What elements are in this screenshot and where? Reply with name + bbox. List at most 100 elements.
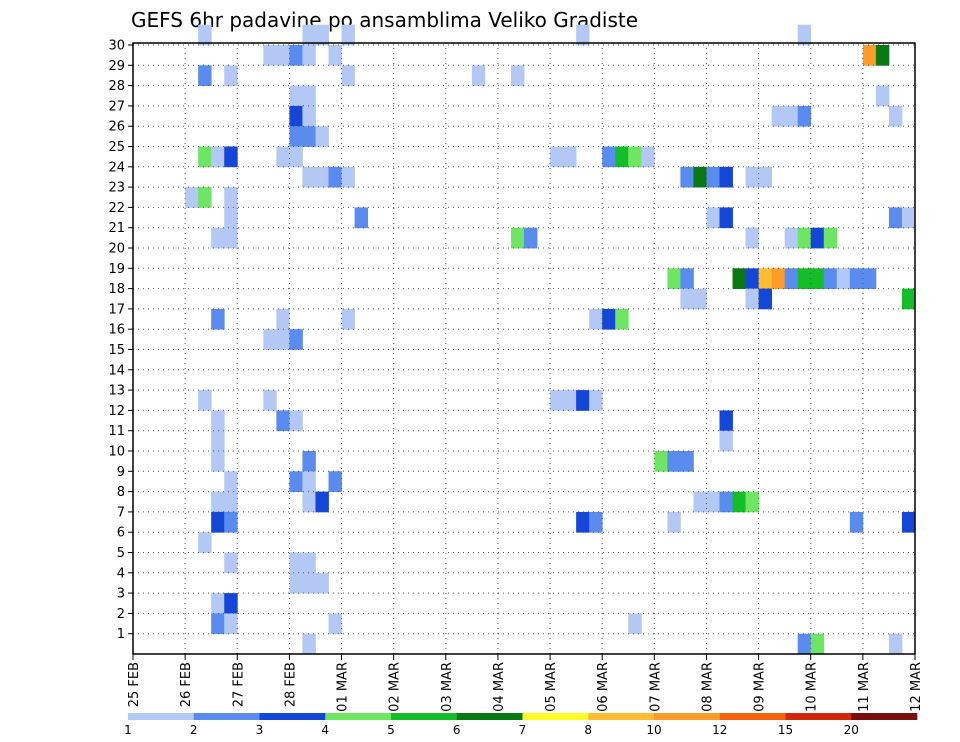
heatmap-cell bbox=[224, 552, 238, 574]
heatmap-cell bbox=[289, 146, 303, 168]
heatmap-cell bbox=[289, 552, 303, 574]
heatmap-cell bbox=[550, 146, 564, 168]
heatmap-cell bbox=[510, 65, 525, 86]
heatmap-cell bbox=[224, 613, 238, 635]
plot-frame bbox=[132, 42, 916, 655]
heatmap-cell bbox=[315, 491, 329, 513]
heatmap-cell bbox=[224, 511, 238, 533]
y-tick-label: 3 bbox=[117, 587, 125, 602]
heatmap-cell bbox=[615, 308, 629, 330]
heatmap-cell bbox=[341, 24, 355, 46]
heatmap-cell bbox=[797, 105, 812, 127]
heatmap-cell bbox=[888, 633, 903, 655]
heatmap-cell bbox=[758, 268, 773, 289]
y-tick-label: 27 bbox=[108, 99, 125, 114]
y-tick-label: 17 bbox=[108, 302, 125, 317]
x-tick-label: 06 MAR bbox=[596, 662, 611, 712]
heatmap-cell bbox=[550, 390, 564, 411]
y-tick-label: 28 bbox=[108, 79, 125, 94]
heatmap-cell bbox=[875, 85, 890, 107]
heatmap-cell bbox=[758, 166, 773, 188]
heatmap-cell bbox=[211, 613, 225, 635]
y-tick-label: 12 bbox=[108, 404, 125, 419]
heatmap-cell bbox=[328, 166, 342, 188]
y-tick-label: 8 bbox=[117, 485, 125, 500]
heatmap-cell bbox=[315, 166, 329, 188]
colorbar-segment bbox=[588, 713, 655, 720]
heatmap-cell bbox=[875, 45, 890, 66]
heatmap-cell bbox=[667, 268, 681, 289]
heatmap-cell bbox=[745, 268, 759, 289]
colorbar-segment bbox=[851, 713, 918, 720]
heatmap-cell bbox=[315, 572, 329, 594]
heatmap-cell bbox=[198, 24, 212, 46]
heatmap-cell bbox=[471, 65, 486, 86]
heatmap-cell bbox=[745, 288, 759, 310]
heatmap-cell bbox=[524, 227, 538, 249]
heatmap-cell bbox=[628, 146, 642, 168]
heatmap-cell bbox=[706, 166, 720, 188]
heatmap-cell bbox=[810, 633, 825, 655]
y-tick-label: 5 bbox=[117, 546, 125, 561]
heatmap-cell bbox=[198, 532, 212, 553]
colorbar-label: 5 bbox=[387, 723, 395, 737]
heatmap-cell bbox=[758, 288, 773, 310]
colorbar-segment bbox=[391, 713, 458, 720]
heatmap-cell bbox=[211, 491, 225, 513]
y-tick-label: 1 bbox=[117, 627, 125, 642]
heatmap-cell bbox=[263, 45, 277, 66]
y-tick-label: 7 bbox=[117, 505, 125, 520]
heatmap-cell bbox=[211, 410, 225, 432]
heatmap-cell bbox=[797, 24, 812, 46]
heatmap-cell bbox=[745, 491, 759, 513]
y-tick-label: 11 bbox=[108, 424, 125, 439]
x-tick-label: 04 MAR bbox=[492, 662, 507, 712]
colorbar-segment bbox=[522, 713, 589, 720]
heatmap-cell bbox=[224, 471, 238, 492]
y-tick-label: 9 bbox=[117, 465, 125, 480]
heatmap-cell bbox=[276, 146, 290, 168]
heatmap-cell bbox=[302, 572, 316, 594]
colorbar-segment bbox=[193, 713, 260, 720]
heatmap-cell bbox=[589, 390, 603, 411]
heatmap-cell bbox=[302, 166, 316, 188]
heatmap-cell bbox=[719, 430, 733, 452]
heatmap-cell bbox=[849, 511, 864, 533]
colorbar-label: 20 bbox=[844, 723, 859, 737]
y-tick-label: 30 bbox=[108, 39, 125, 54]
heatmap-cell bbox=[771, 268, 786, 289]
heatmap-cell bbox=[680, 268, 694, 289]
heatmap-cell bbox=[211, 430, 225, 452]
colorbar-label: 15 bbox=[778, 723, 793, 737]
grid-lines bbox=[133, 43, 915, 654]
heatmap-cell bbox=[224, 491, 238, 513]
heatmap-cell bbox=[315, 24, 329, 46]
heatmap-cell bbox=[224, 187, 238, 208]
heatmap-cell bbox=[628, 613, 642, 635]
heatmap-cell bbox=[328, 613, 342, 635]
heatmap-cell bbox=[289, 126, 303, 147]
heatmap-cell bbox=[289, 105, 303, 127]
heatmap-cell bbox=[576, 511, 590, 533]
colorbar-segment bbox=[325, 713, 392, 720]
y-tick-label: 10 bbox=[108, 445, 125, 460]
x-tick-label: 28 FEB bbox=[283, 662, 298, 707]
heatmap-cell bbox=[185, 187, 199, 208]
heatmap-cell bbox=[784, 227, 799, 249]
heatmap-cell bbox=[836, 268, 851, 289]
heatmap-cell bbox=[732, 491, 746, 513]
y-tick-label: 21 bbox=[108, 221, 125, 236]
heatmap-cell bbox=[224, 207, 238, 229]
heatmap-cell bbox=[354, 207, 368, 229]
heatmap-cell bbox=[901, 207, 916, 229]
heatmap-cell bbox=[198, 65, 212, 86]
heatmap-cell bbox=[667, 511, 681, 533]
heatmap-cell bbox=[797, 227, 812, 249]
heatmap-cell bbox=[289, 572, 303, 594]
heatmap-cell bbox=[719, 207, 733, 229]
heatmap-cell bbox=[211, 146, 225, 168]
heatmap-cell bbox=[289, 85, 303, 107]
heatmap-cell bbox=[211, 451, 225, 472]
colorbar-label: 2 bbox=[190, 723, 198, 737]
